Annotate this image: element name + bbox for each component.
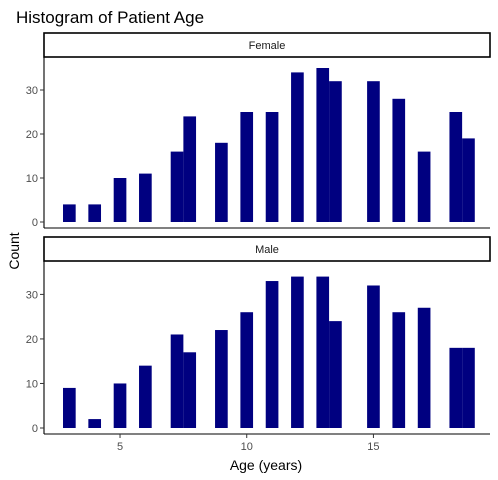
histogram-bar: [113, 178, 127, 222]
chart-title: Histogram of Patient Age: [16, 8, 204, 27]
histogram-bar: [462, 347, 475, 428]
histogram-bar: [88, 204, 102, 222]
histogram-bar: [63, 387, 76, 428]
histogram-bar: [88, 419, 102, 428]
facet-strip: [43, 236, 491, 262]
facet-panel-female: Female 0 10 20 30: [26, 32, 491, 229]
histogram-bar: [367, 81, 380, 222]
histogram-bar: [139, 365, 152, 428]
histogram-bar: [367, 285, 380, 428]
histogram-bar: [417, 151, 431, 222]
facet-panels: Female 0 10 20 30 Male 0 10 20 30 5 10 15: [26, 32, 491, 453]
histogram-bar: [417, 307, 431, 428]
y-tick-label: 30: [26, 289, 38, 301]
histogram-bar: [316, 68, 330, 222]
facet-strip-label: Female: [249, 40, 286, 52]
y-tick-label: 20: [26, 334, 38, 346]
histogram-bar: [329, 321, 342, 428]
histogram-bar: [392, 98, 406, 222]
y-tick-label: 0: [32, 423, 38, 435]
histogram-bar: [316, 276, 330, 428]
histogram-bar: [392, 312, 406, 428]
histogram-bar: [265, 281, 279, 428]
y-tick-label: 20: [26, 129, 38, 141]
histogram-bar: [183, 116, 197, 222]
histogram-bar: [170, 151, 184, 222]
histogram-bar: [462, 138, 475, 222]
histogram-bar: [183, 352, 197, 428]
facet-panel-male: Male 0 10 20 30: [26, 236, 491, 435]
histogram-bar: [265, 112, 279, 222]
histogram-bar: [139, 173, 152, 222]
histogram-bar: [215, 142, 228, 222]
histogram-bar: [329, 81, 342, 222]
y-tick-label: 0: [32, 217, 38, 229]
y-tick-label: 30: [26, 85, 38, 97]
x-tick-label: 5: [117, 441, 123, 453]
y-tick-label: 10: [26, 173, 38, 185]
histogram-bar: [215, 330, 228, 428]
x-axis-ticks: 5 10 15: [117, 434, 380, 453]
facet-strip: [43, 32, 491, 58]
histogram-bar: [170, 334, 184, 428]
x-axis-title: Age (years): [230, 457, 302, 473]
y-axis-title: Count: [6, 232, 22, 269]
histogram-bar: [63, 204, 76, 222]
histogram-bar: [113, 383, 127, 428]
y-tick-label: 10: [26, 378, 38, 390]
histogram-bar: [291, 72, 304, 223]
histogram-bar: [240, 312, 254, 428]
x-tick-label: 10: [241, 441, 253, 453]
facet-strip-label: Male: [255, 244, 279, 256]
x-tick-label: 15: [367, 441, 379, 453]
histogram-bar: [291, 276, 304, 428]
histogram-bar: [240, 112, 254, 222]
histogram-bar: [449, 112, 463, 222]
histogram-bar: [449, 347, 463, 428]
